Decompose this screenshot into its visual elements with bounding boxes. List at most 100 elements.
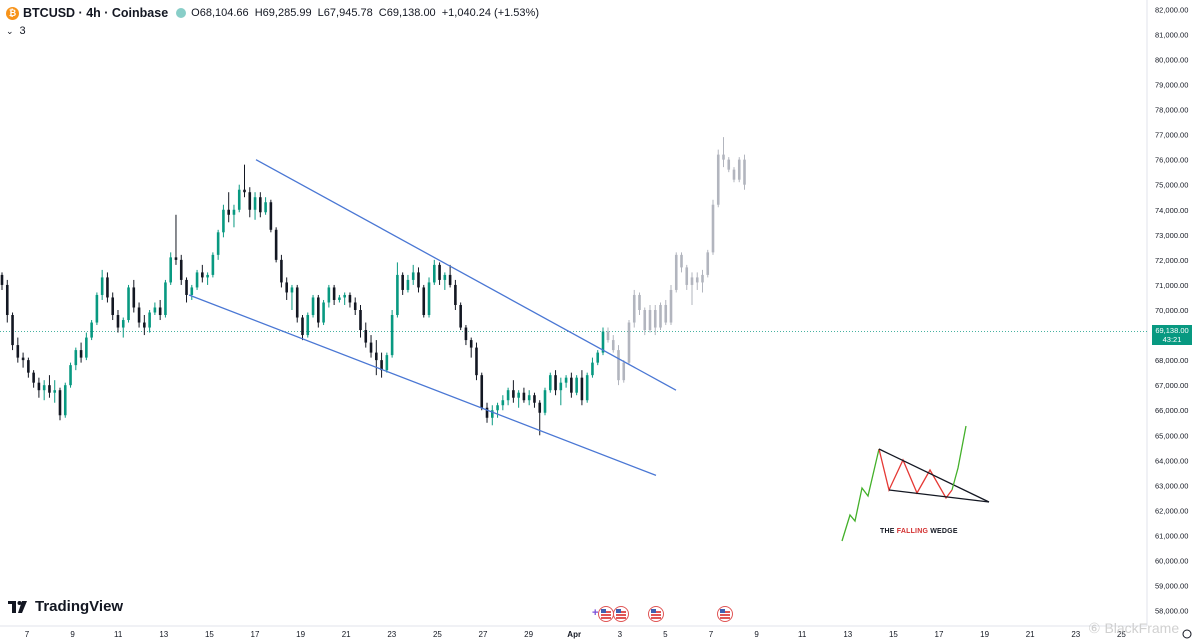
candle-body bbox=[459, 304, 462, 328]
candle-body bbox=[570, 377, 573, 393]
candle bbox=[21, 352, 25, 368]
candle bbox=[248, 187, 252, 218]
x-tick-label: 19 bbox=[980, 630, 989, 639]
y-tick-label: 77,000.00 bbox=[1155, 131, 1188, 140]
projection-candle bbox=[611, 335, 615, 353]
open-value: O68,104.66 bbox=[191, 7, 249, 19]
candle bbox=[5, 279, 9, 323]
x-tick-label: 23 bbox=[1071, 630, 1080, 639]
x-tick-label: 23 bbox=[387, 630, 396, 639]
candle bbox=[401, 272, 404, 295]
x-tick-label: 13 bbox=[159, 630, 168, 639]
candle-body bbox=[591, 362, 594, 376]
us-event-icon[interactable] bbox=[598, 606, 614, 622]
candle bbox=[527, 390, 531, 406]
candle bbox=[480, 372, 484, 411]
candle-body bbox=[21, 357, 25, 361]
candle bbox=[501, 395, 505, 411]
candle-body bbox=[359, 310, 362, 331]
candle bbox=[348, 292, 352, 308]
candle-body bbox=[743, 159, 746, 185]
y-tick-label: 79,000.00 bbox=[1155, 80, 1188, 89]
candle-body bbox=[438, 264, 441, 280]
projection-candle bbox=[711, 199, 715, 255]
candle-body bbox=[601, 331, 605, 353]
projection-candle bbox=[622, 360, 626, 383]
candle bbox=[274, 227, 278, 263]
event-plus-icon[interactable]: + bbox=[592, 607, 599, 619]
us-event-icon[interactable] bbox=[648, 606, 664, 622]
candle-body bbox=[174, 257, 178, 260]
settings-icon bbox=[1182, 629, 1192, 639]
candle-body bbox=[322, 302, 325, 323]
candle bbox=[201, 264, 204, 283]
candle bbox=[27, 357, 30, 378]
candle-body bbox=[48, 385, 51, 393]
y-tick-label: 72,000.00 bbox=[1155, 256, 1188, 265]
candle bbox=[111, 292, 115, 321]
candle bbox=[422, 284, 426, 318]
symbol-title[interactable]: BTCUSD · 4h · Coinbase bbox=[23, 6, 169, 20]
candle-body bbox=[264, 202, 267, 213]
candle-body bbox=[432, 264, 436, 283]
candle bbox=[195, 269, 199, 290]
candle bbox=[506, 387, 510, 406]
projection-candle bbox=[706, 249, 710, 278]
candle-body bbox=[685, 267, 689, 285]
candle bbox=[158, 299, 162, 321]
candle-body bbox=[121, 320, 125, 328]
projection-candle bbox=[627, 320, 631, 366]
symbol-header[interactable]: ₿ BTCUSD · 4h · Coinbase O68,104.66 H69,… bbox=[6, 5, 542, 21]
candle-body bbox=[543, 390, 547, 413]
candle-body bbox=[422, 287, 426, 316]
candle-body bbox=[274, 229, 278, 260]
candle-body bbox=[475, 347, 478, 376]
candle bbox=[143, 315, 146, 336]
candle-body bbox=[295, 287, 299, 318]
candle bbox=[543, 387, 547, 416]
us-event-icon[interactable] bbox=[717, 606, 733, 622]
candle bbox=[417, 267, 420, 293]
wedge-uptrend-line bbox=[841, 448, 880, 542]
x-tick-label: 15 bbox=[889, 630, 898, 639]
candle bbox=[243, 164, 246, 198]
candle bbox=[570, 372, 573, 398]
x-tick-label: 7 bbox=[25, 630, 30, 639]
y-tick-label: 73,000.00 bbox=[1155, 231, 1188, 240]
candle bbox=[90, 320, 93, 341]
candle bbox=[42, 380, 46, 401]
candle bbox=[280, 254, 283, 288]
x-tick-label: 11 bbox=[114, 630, 123, 639]
projection-candle bbox=[643, 307, 647, 336]
candle bbox=[53, 380, 57, 403]
candle bbox=[106, 272, 109, 303]
ohlc-readout: O68,104.66 H69,285.99 L67,945.78 C69,138… bbox=[191, 7, 542, 19]
candle-body bbox=[606, 331, 610, 341]
candle-body bbox=[554, 375, 557, 391]
projection-candle bbox=[716, 149, 720, 208]
candle bbox=[554, 370, 557, 396]
x-tick-label: 3 bbox=[618, 630, 623, 639]
candle bbox=[585, 372, 589, 403]
candle-body bbox=[501, 400, 505, 406]
tradingview-wordmark: TradingView bbox=[35, 598, 124, 615]
x-tick-label: 13 bbox=[843, 630, 852, 639]
candle bbox=[232, 204, 236, 228]
tradingview-logo[interactable]: TradingView bbox=[8, 598, 123, 615]
candle-body bbox=[90, 322, 93, 338]
x-tick-label: 9 bbox=[70, 630, 75, 639]
us-event-icon[interactable] bbox=[613, 606, 629, 622]
candle-body bbox=[464, 327, 468, 341]
candle-body bbox=[653, 310, 657, 328]
candle bbox=[269, 199, 273, 233]
candle-body bbox=[406, 279, 410, 290]
y-tick-label: 65,000.00 bbox=[1155, 431, 1188, 440]
y-tick-label: 75,000.00 bbox=[1155, 181, 1188, 190]
indicator-toggle[interactable]: ⌄ 3 bbox=[6, 25, 26, 37]
candle-body bbox=[42, 385, 46, 391]
candle bbox=[116, 310, 120, 333]
y-tick-label: 66,000.00 bbox=[1155, 406, 1188, 415]
candle bbox=[332, 284, 336, 305]
projection-candle bbox=[669, 284, 673, 326]
